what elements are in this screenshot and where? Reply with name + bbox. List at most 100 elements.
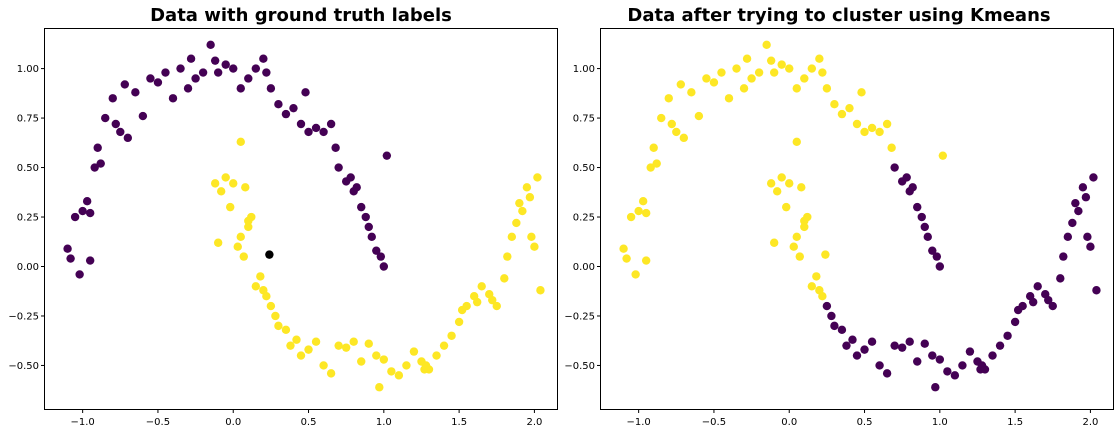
right-point <box>739 84 749 93</box>
left-point <box>292 335 301 344</box>
right-point <box>1059 252 1068 261</box>
left-y-tick-label: 0.00 <box>17 262 39 273</box>
left-point <box>402 361 411 370</box>
right-point <box>1092 286 1101 295</box>
left-point <box>131 88 140 97</box>
left-point <box>424 365 434 374</box>
right-point <box>860 127 869 137</box>
left-point <box>101 113 110 123</box>
right-point <box>807 64 817 73</box>
right-point <box>935 262 945 271</box>
right-point <box>920 339 929 348</box>
right-point <box>950 371 960 380</box>
right-point <box>830 100 839 109</box>
left-point <box>210 179 220 188</box>
left-point <box>331 143 340 152</box>
right-point <box>867 123 877 133</box>
right-point <box>800 74 809 83</box>
right-point <box>638 196 648 206</box>
left-point <box>530 242 539 251</box>
right-point <box>935 355 945 364</box>
left-point <box>206 40 215 50</box>
right-point <box>928 246 937 255</box>
right-point <box>800 222 809 232</box>
right-point <box>943 367 952 376</box>
left-point <box>138 111 148 121</box>
right-point <box>762 40 771 50</box>
left-point <box>319 361 328 370</box>
left-point <box>536 286 545 295</box>
left-point <box>251 64 261 73</box>
left-point <box>477 282 486 291</box>
right-point <box>821 250 830 259</box>
right-point <box>1086 242 1095 251</box>
right-point <box>995 341 1005 350</box>
left-point <box>512 218 521 228</box>
left-point <box>266 84 276 93</box>
left-point <box>372 351 381 360</box>
left-point <box>146 74 155 83</box>
right-point <box>887 143 896 152</box>
right-point <box>717 68 726 77</box>
left-point <box>271 311 280 321</box>
right-point <box>769 238 779 247</box>
left-point <box>216 187 226 196</box>
left-point <box>213 238 223 247</box>
left-point <box>66 254 75 263</box>
right-point <box>657 113 666 123</box>
left-point <box>286 341 295 350</box>
left-point <box>256 272 265 281</box>
left-point <box>274 100 283 109</box>
right-y-tick-label: 0.00 <box>573 262 595 273</box>
right-point <box>920 222 929 232</box>
left-point <box>236 84 245 93</box>
right-point <box>687 88 696 97</box>
right-chart-panel: Data after trying to cluster using Kmean… <box>564 5 1114 428</box>
left-point <box>239 252 248 261</box>
right-point <box>822 84 832 93</box>
left-point <box>90 163 99 172</box>
right-point <box>631 270 640 279</box>
left-point <box>85 208 95 218</box>
left-point <box>183 84 193 93</box>
left-point <box>82 196 92 206</box>
right-point <box>766 179 776 188</box>
left-point <box>472 297 482 307</box>
right-point <box>785 179 794 188</box>
right-point <box>652 159 661 168</box>
right-y-tick-label: −0.50 <box>564 361 595 372</box>
right-point <box>1056 274 1065 283</box>
right-point <box>905 337 914 346</box>
left-point <box>241 183 250 192</box>
left-point <box>111 119 120 129</box>
right-point <box>1028 297 1038 307</box>
right-x-tick-label: 0.5 <box>857 417 873 428</box>
left-point <box>289 103 298 113</box>
left-point <box>379 355 389 364</box>
left-point <box>394 371 404 380</box>
right-point <box>1018 301 1027 311</box>
right-point <box>754 68 764 77</box>
left-point <box>507 232 517 242</box>
right-y-tick-label: 0.25 <box>573 213 595 224</box>
right-point <box>822 301 832 311</box>
left-x-tick-label: 0.5 <box>301 417 317 428</box>
left-point <box>281 109 291 119</box>
right-y-tick-label: −0.25 <box>564 311 595 322</box>
right-point <box>1033 282 1042 291</box>
left-point <box>334 341 343 350</box>
right-point <box>913 202 922 212</box>
left-x-tick-label: 1.5 <box>451 417 467 428</box>
right-x-tick-label: −1.0 <box>626 417 650 428</box>
left-point <box>533 173 542 182</box>
right-point <box>882 369 892 378</box>
right-point <box>646 163 655 172</box>
left-point <box>210 56 220 65</box>
right-point <box>664 94 673 103</box>
right-point <box>800 216 809 226</box>
right-point <box>1089 173 1098 182</box>
left-point <box>213 68 223 77</box>
left-point <box>361 212 370 222</box>
left-point <box>518 206 527 216</box>
left-point <box>229 179 238 188</box>
